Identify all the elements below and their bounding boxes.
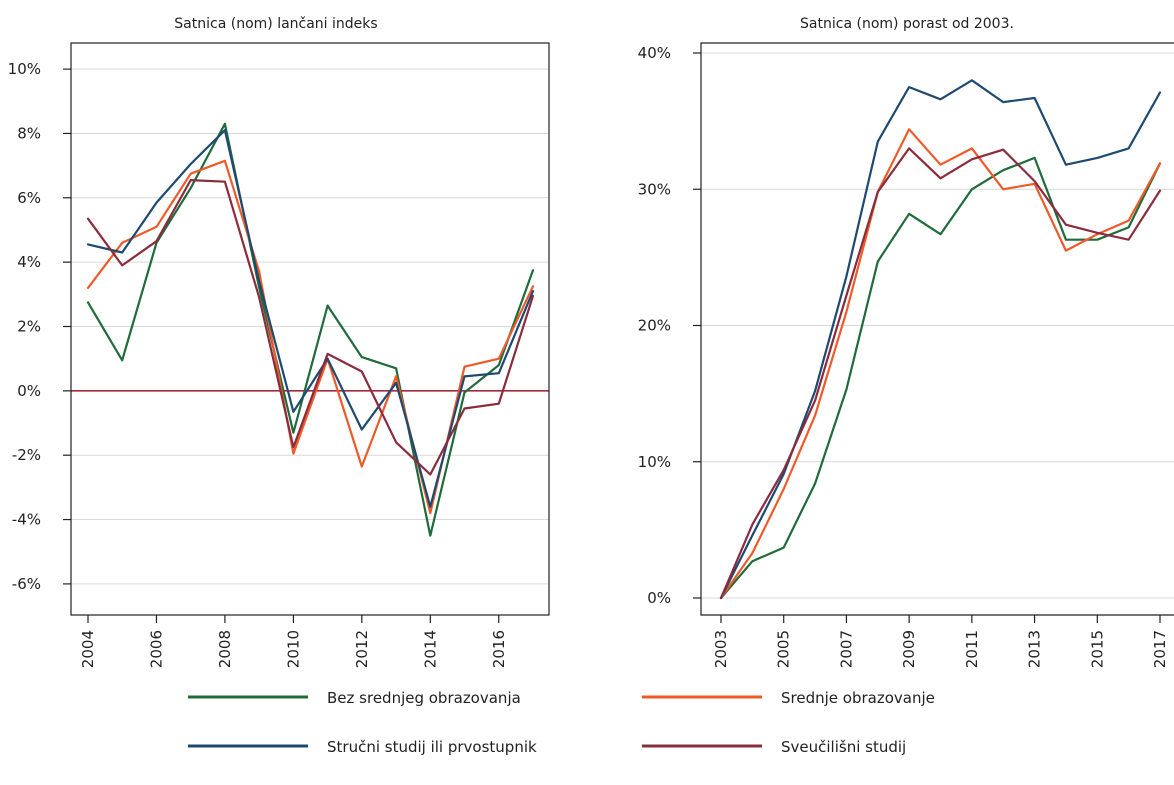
x-tick-label: 2015 [1088,630,1106,668]
series-lines [719,79,1162,600]
series-line [86,129,535,508]
y-tick-label: -4% [12,511,41,529]
series-line [86,179,535,476]
y-tick-label: 10% [638,453,671,471]
chart-title: Satnica (nom) porast od 2003. [800,16,1014,32]
y-tick-label: 20% [638,317,671,335]
chart-growth-since-2003: Satnica (nom) porast od 2003. 40% 30% 20% 1… [638,16,1174,668]
legend-item: Srednje obrazovanje [642,689,935,707]
x-tick-label: 2011 [963,630,981,668]
y-tick-label: -2% [12,446,41,464]
legend-label: Srednje obrazovanje [781,689,935,707]
gridlines [71,68,549,585]
legend-item: Sveučilišni studij [642,738,906,756]
x-tick-label: 2010 [284,630,302,668]
series-line [719,156,1162,600]
y-tick-label: 4% [17,253,41,271]
series-line [86,159,535,515]
y-tick-label: -6% [12,575,41,593]
x-tick-label: 2006 [147,630,165,668]
y-axis-ticks: 40% 30% 20% 10% 0% [638,44,701,607]
y-tick-label: 6% [17,189,41,207]
legend-label: Sveučilišni studij [781,738,906,756]
x-tick-label: 2012 [353,630,371,668]
y-tick-label: 10% [8,60,41,78]
x-tick-label: 2003 [712,630,730,668]
x-axis-ticks: 2004 2006 2008 2010 2012 2014 2016 [79,615,508,668]
x-tick-label: 2007 [837,630,855,668]
y-tick-label: 8% [17,124,41,142]
legend: Bez srednjeg obrazovanja Srednje obrazov… [188,689,935,756]
series-line [719,79,1162,600]
x-tick-label: 2004 [79,630,97,668]
x-tick-label: 2005 [775,630,793,668]
gridlines [701,52,1174,599]
chart-chain-index: Satnica (nom) lančani indeks 10% 8% 6% 4% 2%… [8,16,550,668]
legend-label: Stručni studij ili prvostupnik [327,738,537,756]
legend-item: Bez srednjeg obrazovanja [188,689,521,707]
y-axis-ticks: 10% 8% 6% 4% 2% 0% -2% -4% -6% [8,60,71,593]
plot-frame [700,42,1174,616]
series-line [86,122,535,537]
y-tick-label: 30% [638,180,671,198]
x-tick-label: 2016 [490,630,508,668]
x-tick-label: 2014 [421,630,439,668]
chart-title: Satnica (nom) lančani indeks [174,16,377,32]
series-line [719,128,1162,600]
legend-label: Bez srednjeg obrazovanja [327,689,521,707]
y-tick-label: 40% [638,44,671,62]
x-tick-label: 2008 [216,630,234,668]
x-axis-ticks: 2003 2005 2007 2009 2011 2013 2015 2017 [712,615,1169,668]
x-tick-label: 2009 [900,630,918,668]
y-tick-label: 0% [17,382,41,400]
y-tick-label: 0% [647,589,671,607]
x-tick-label: 2013 [1026,630,1044,668]
y-tick-label: 2% [17,318,41,336]
series-lines [86,122,535,537]
legend-item: Stručni studij ili prvostupnik [188,738,537,756]
x-tick-label: 2017 [1151,630,1169,668]
plot-frame [70,42,550,616]
series-line [719,147,1162,600]
